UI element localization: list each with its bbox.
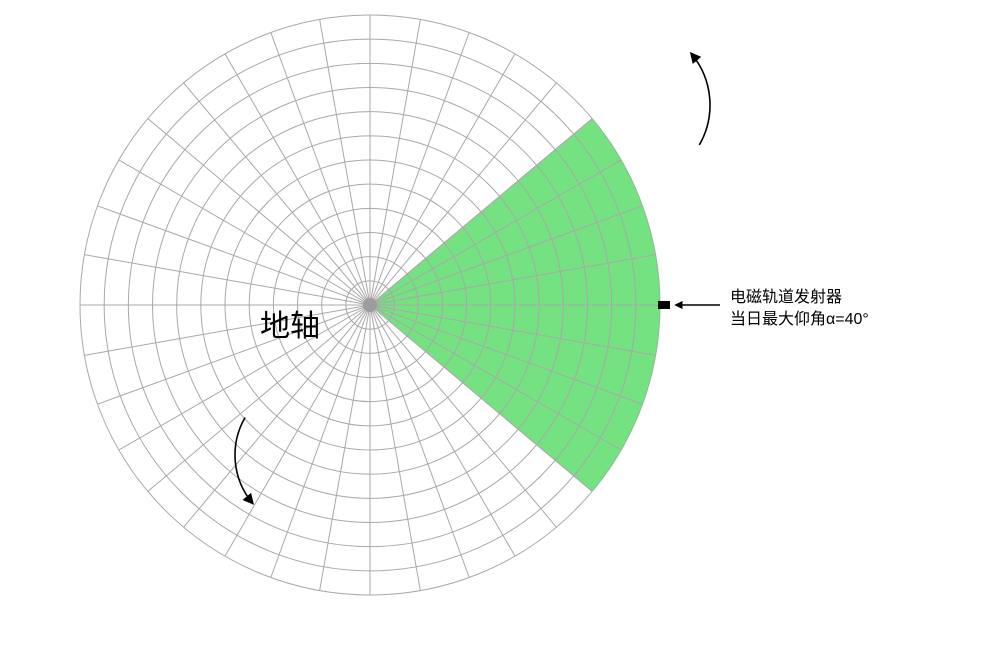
polar-diagram xyxy=(0,0,981,665)
grid-radial xyxy=(97,305,370,404)
grid-radial xyxy=(271,305,370,578)
launcher-marker xyxy=(658,301,670,309)
hub xyxy=(363,298,377,312)
grid-radial xyxy=(97,206,370,305)
rotation-arrow-bottom xyxy=(235,418,253,504)
rotation-arrow-top xyxy=(691,54,710,145)
launcher-label-line2: 当日最大仰角α=40° xyxy=(730,309,869,331)
earth-axis-label: 地轴 xyxy=(260,301,320,345)
launcher-label-line1: 电磁轨道发射器 xyxy=(730,287,869,309)
grid-radial xyxy=(271,32,370,305)
launcher-label: 电磁轨道发射器 当日最大仰角α=40° xyxy=(730,287,869,332)
